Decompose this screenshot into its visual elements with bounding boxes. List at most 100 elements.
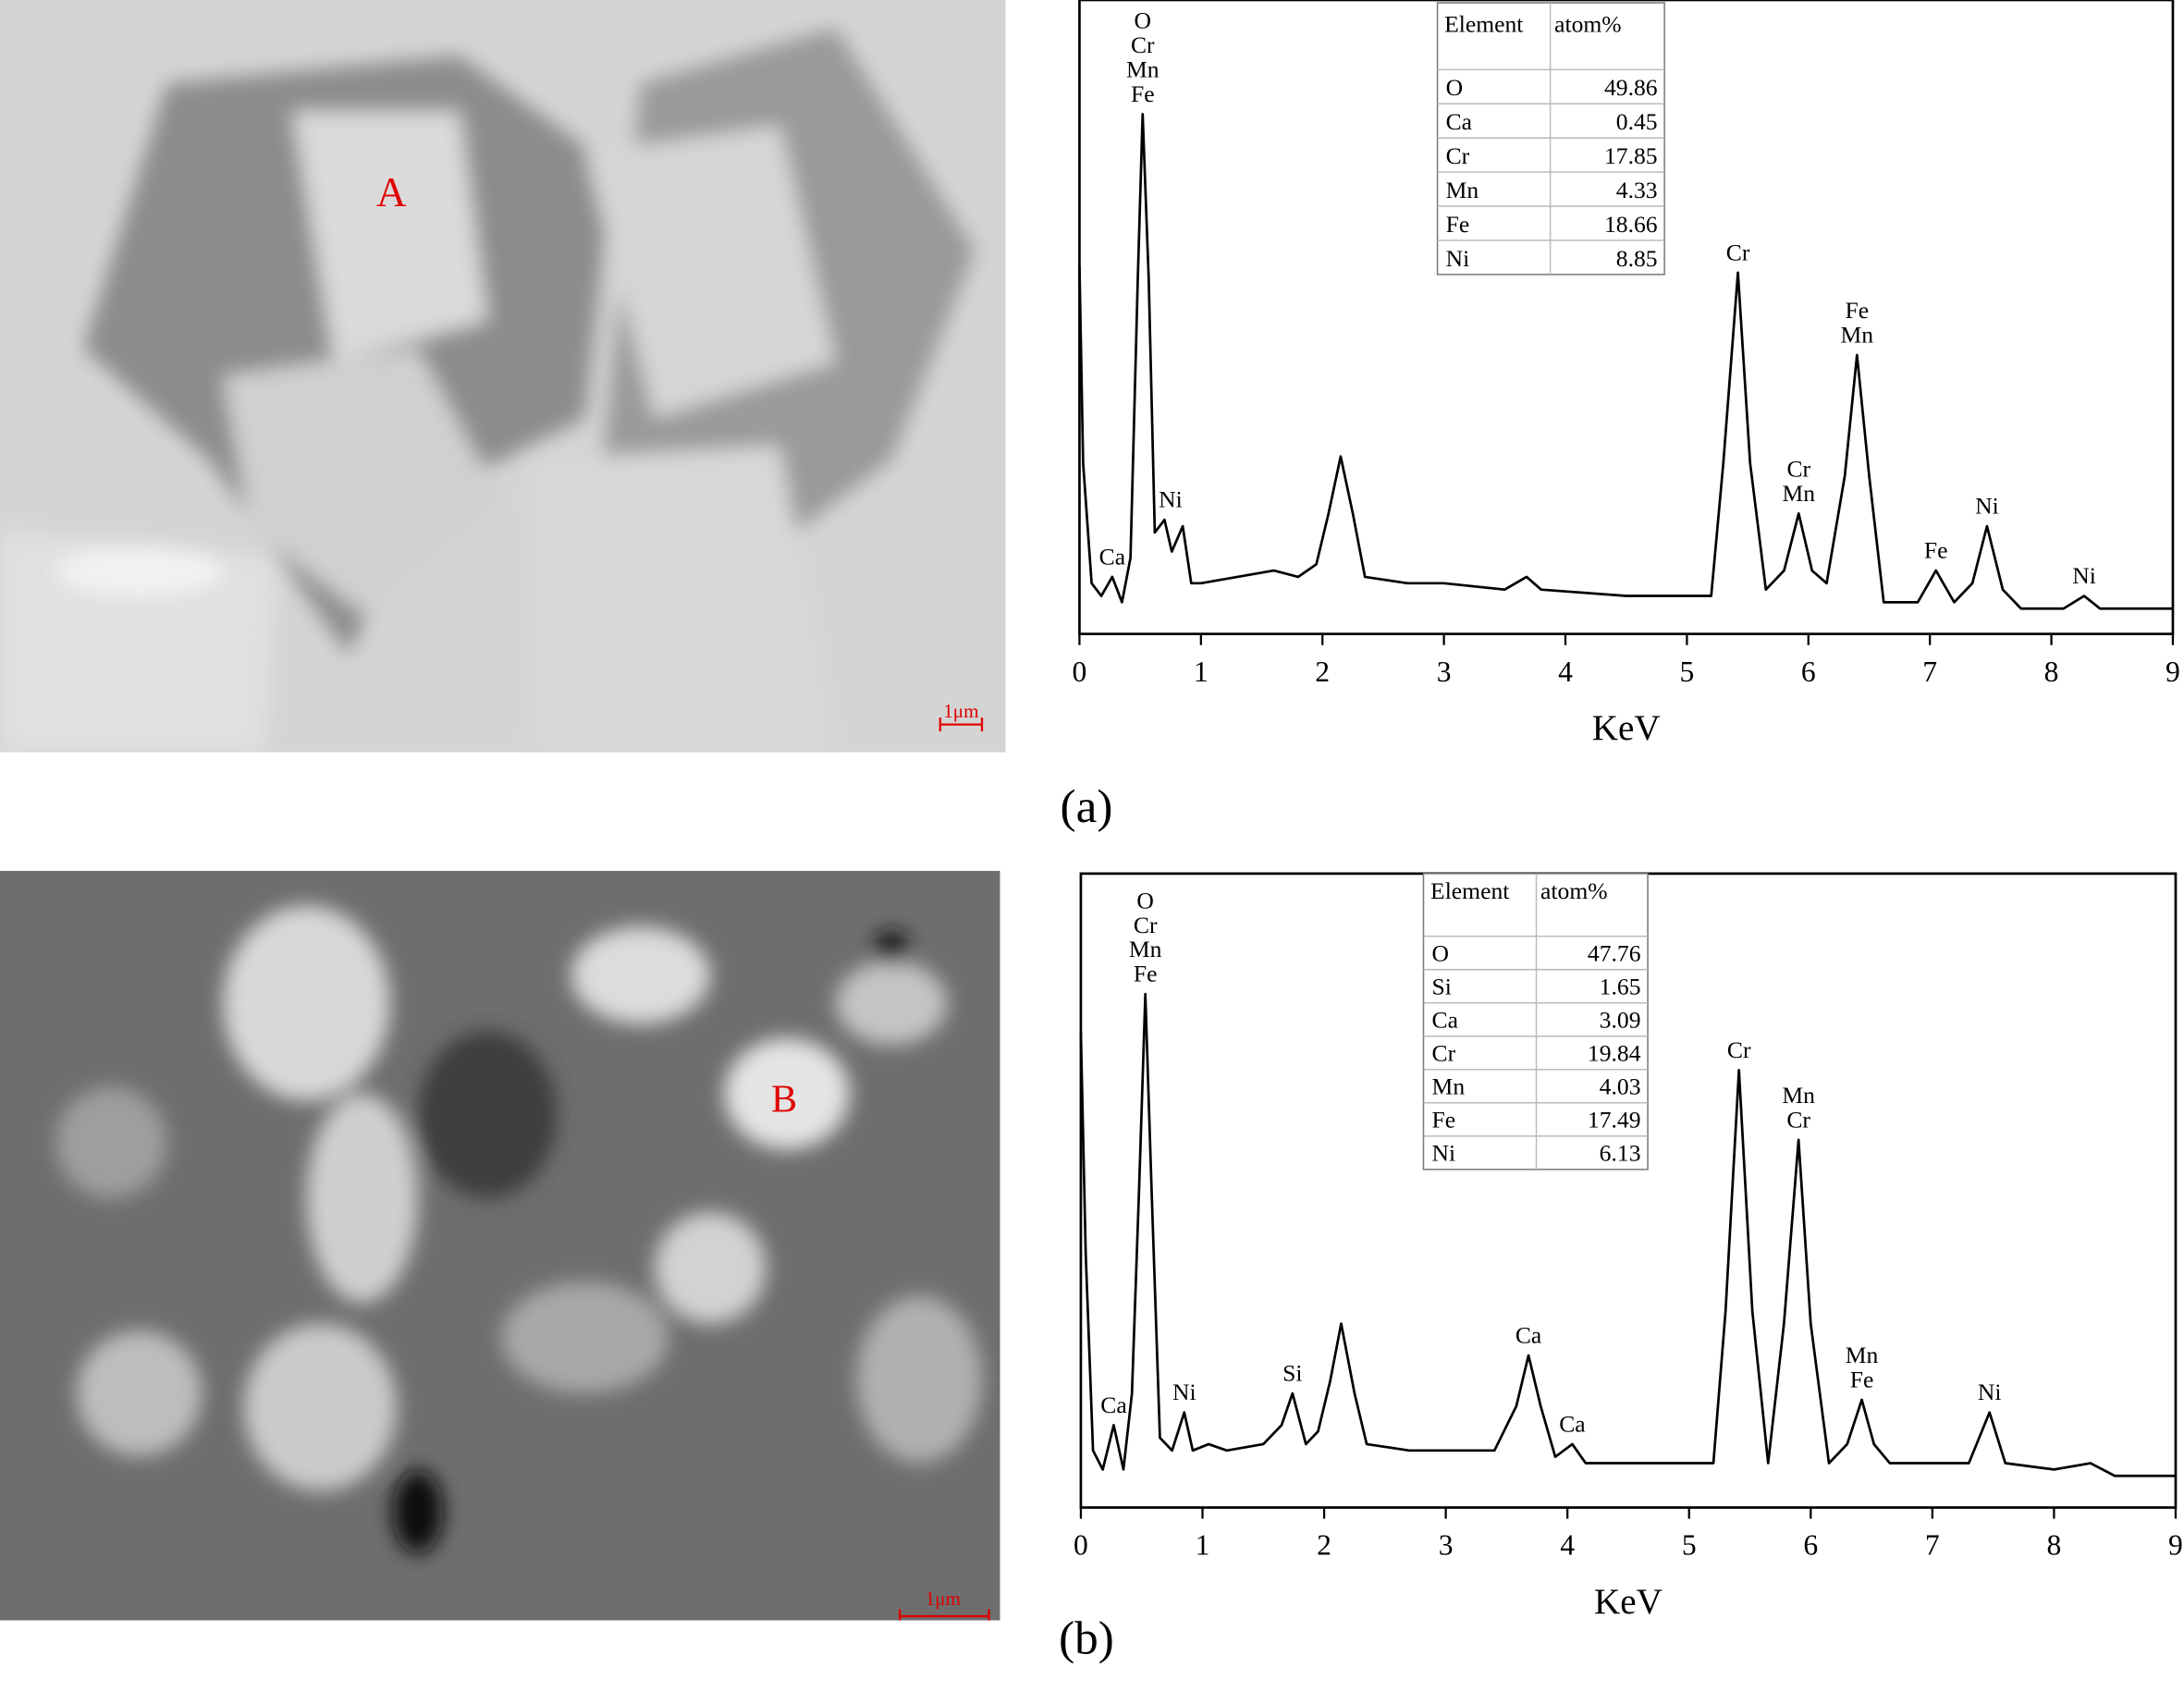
- x-tick-label: 0: [1074, 1529, 1088, 1562]
- sem-image-b: B 1μm: [0, 870, 1000, 1621]
- peak-label: O Cr Mn Fe: [1129, 887, 1162, 987]
- table-cell: 18.66: [1604, 211, 1658, 238]
- peak-label-line: Mn: [1841, 321, 1874, 348]
- peak-label-line: Cr: [1727, 1036, 1751, 1063]
- table-cell: Fe: [1432, 1107, 1456, 1134]
- composition-table: Element atom% O 49.86 Ca 0.45 Cr 17.85 Mn 4.33 Fe 1…: [1436, 2, 1665, 276]
- spectrum-line: [1079, 992, 2176, 1477]
- x-tick-label: 3: [1437, 656, 1452, 688]
- scale-bar: [939, 717, 984, 732]
- peak-label-line: O: [1135, 7, 1151, 34]
- peak-label: O Cr Mn Fe: [1126, 7, 1159, 107]
- peak-label: Ni: [1975, 493, 1999, 520]
- table-cell: 17.85: [1604, 142, 1658, 169]
- x-tick-label: 0: [1073, 656, 1087, 688]
- panel-caption: (a): [1061, 780, 1113, 833]
- x-tick-label: 4: [1558, 656, 1573, 688]
- table-cell: Ni: [1446, 245, 1470, 272]
- peak-label-line: Ni: [1159, 486, 1183, 513]
- peak-label: Cr: [1727, 1036, 1751, 1063]
- peak-label: Ni: [1978, 1379, 2002, 1405]
- peak-label: Ca: [1559, 1410, 1586, 1437]
- scale-bar: [898, 1609, 990, 1621]
- x-tick-label: 8: [2047, 1529, 2062, 1562]
- x-tick-label: 8: [2044, 656, 2059, 688]
- peak-label-line: Cr: [1134, 912, 1158, 938]
- table-header: Element: [1444, 11, 1523, 38]
- table-cell: 6.13: [1600, 1140, 1641, 1167]
- table-cell: 1.65: [1600, 974, 1641, 1000]
- peak-label: Ni: [1172, 1379, 1196, 1405]
- table-cell: 4.03: [1600, 1073, 1641, 1100]
- x-tick-label: 7: [1922, 656, 1937, 688]
- table-cell: Mn: [1432, 1073, 1466, 1100]
- panel-caption: (b): [1059, 1612, 1114, 1665]
- peak-label: Ca: [1515, 1321, 1542, 1348]
- x-axis-label: KeV: [1594, 1582, 1663, 1622]
- x-tick-label: 6: [1803, 1529, 1818, 1562]
- peak-label: Ni: [2072, 562, 2096, 589]
- x-tick-label: 3: [1439, 1529, 1454, 1562]
- table-cell: O: [1446, 74, 1463, 101]
- region-marker: B: [771, 1078, 797, 1122]
- peak-label-line: Fe: [1134, 961, 1158, 987]
- x-tick-label: 1: [1194, 656, 1209, 688]
- table-cell: Ni: [1432, 1140, 1456, 1167]
- sem-image-a: A 1μm: [0, 0, 1006, 753]
- peak-label: Fe: [1924, 537, 1948, 564]
- peak-label-line: Mn: [1846, 1342, 1879, 1368]
- peak-label-line: Cr: [1786, 455, 1810, 482]
- peak-label-line: O: [1136, 887, 1153, 913]
- x-axis-label: KeV: [1592, 708, 1661, 748]
- table-header: Element: [1430, 877, 1509, 904]
- peak-label-line: Fe: [1850, 1366, 1874, 1392]
- peak-label-line: Fe: [1846, 297, 1870, 324]
- peak-label-line: Mn: [1782, 480, 1815, 507]
- peak-label-line: Mn: [1129, 936, 1162, 962]
- peak-label: Mn Fe: [1846, 1342, 1879, 1392]
- x-tick-label: 2: [1315, 656, 1330, 688]
- peak-label-line: Ca: [1559, 1410, 1586, 1437]
- scale-bar-label: 1μm: [943, 700, 979, 722]
- peak-label-line: Si: [1282, 1360, 1302, 1387]
- table-cell: Mn: [1446, 177, 1479, 203]
- x-tick-label: 2: [1317, 1529, 1331, 1562]
- peak-label-line: Ni: [1172, 1379, 1196, 1405]
- x-tick-label: 4: [1560, 1529, 1575, 1562]
- table-cell: 17.49: [1588, 1107, 1641, 1134]
- x-tick-label: 1: [1196, 1529, 1210, 1562]
- peak-label-line: Ca: [1099, 543, 1126, 570]
- x-tick-label: 5: [1679, 656, 1694, 688]
- x-tick-label: 9: [2168, 1529, 2183, 1562]
- peak-label: Ca: [1099, 543, 1126, 570]
- scale-bar-label: 1μm: [926, 1588, 962, 1610]
- peak-label-line: Ni: [1978, 1379, 2002, 1405]
- table-cell: O: [1432, 940, 1449, 967]
- x-tick-label: 7: [1925, 1529, 1940, 1562]
- table-cell: 3.09: [1600, 1007, 1641, 1034]
- peak-label-line: Ni: [2072, 562, 2096, 589]
- table-cell: Si: [1432, 974, 1452, 1000]
- peak-label: Mn Cr: [1782, 1082, 1815, 1133]
- peak-label: Si: [1282, 1360, 1302, 1387]
- peak-label: Cr: [1726, 239, 1750, 265]
- table-header: atom%: [1540, 877, 1608, 904]
- region-marker: A: [376, 169, 407, 215]
- table-cell: Cr: [1446, 142, 1470, 169]
- table-cell: 0.45: [1616, 108, 1658, 135]
- x-tick-label: 6: [1801, 656, 1816, 688]
- spectrum-line: [1078, 113, 2173, 610]
- peak-label: Cr Mn: [1782, 455, 1815, 506]
- table-cell: Cr: [1432, 1040, 1456, 1067]
- x-tick-label: 9: [2166, 656, 2180, 688]
- peak-label-line: Cr: [1786, 1106, 1810, 1133]
- peak-label-line: Ca: [1515, 1321, 1542, 1348]
- peak-label-line: Ca: [1100, 1391, 1127, 1418]
- peak-label-line: Cr: [1131, 31, 1155, 58]
- table-cell: Ca: [1432, 1007, 1459, 1034]
